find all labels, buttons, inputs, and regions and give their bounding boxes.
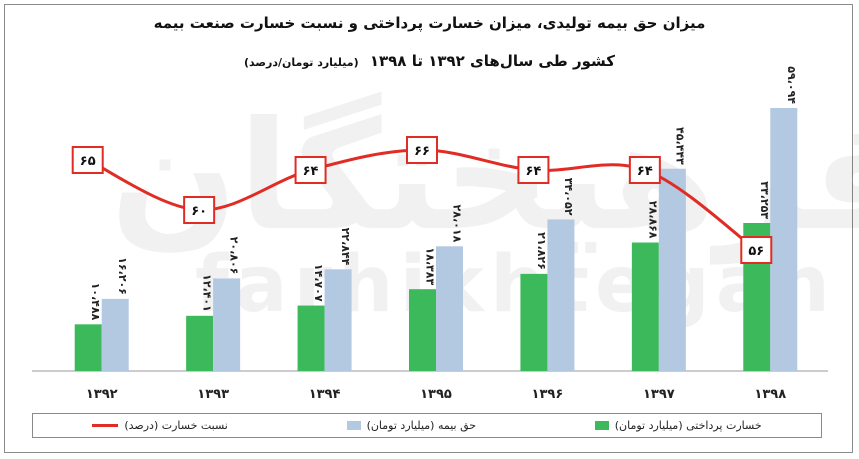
x-tick-label: ۱۳۹۸ xyxy=(754,387,786,402)
data-label-loss: ۱۸،۳۸۳ xyxy=(424,247,437,285)
data-label-premium: ۲۲،۸۴۴ xyxy=(339,228,352,266)
ratio-point-label: ۶۴ xyxy=(303,164,319,179)
data-label-loss: ۲۸،۸۶۸ xyxy=(646,201,659,239)
ratio-point-box xyxy=(406,136,438,164)
ratio-point-box xyxy=(517,156,550,184)
bar-premium xyxy=(101,298,129,371)
bar-loss xyxy=(520,273,548,371)
bar-loss xyxy=(186,315,214,371)
chart-subtitle: کشور طی سال‌های ۱۳۹۲ تا ۱۳۹۸ (میلیارد تو… xyxy=(0,52,859,70)
x-tick-label: ۱۳۹۳ xyxy=(197,387,229,402)
ratio-point-box xyxy=(740,236,773,264)
bar-loss xyxy=(631,242,659,371)
data-label-premium: ۵۹،۰۹۴ xyxy=(785,66,798,104)
legend-label-loss: خسارت پرداختی (میلیارد تومان) xyxy=(614,419,762,432)
data-label-premium: ۲۰،۸۰۶ xyxy=(228,237,241,275)
ratio-point-box xyxy=(71,146,104,174)
data-label-loss: ۱۰،۴۸۸ xyxy=(89,283,102,321)
chart-title: میزان حق بیمه تولیدی، میزان خسارت پرداخت… xyxy=(153,14,706,32)
bar-loss xyxy=(74,324,102,371)
bar-loss xyxy=(409,289,436,371)
data-label-premium: ۱۶،۲۰۶ xyxy=(116,257,129,295)
legend-swatch-loss xyxy=(594,421,609,430)
bar-premium xyxy=(770,108,798,371)
ratio-point-box xyxy=(183,196,216,224)
data-label-premium: ۳۴،۰۵۲ xyxy=(562,178,575,216)
legend-label-ratio: نسبت خسارت (درصد) xyxy=(124,419,228,432)
ratio-point-label: ۶۵ xyxy=(80,154,96,169)
x-tick-label: ۱۳۹۴ xyxy=(309,387,341,402)
chart-unit: (میلیارد تومان/درصد) xyxy=(244,56,359,69)
ratio-point-label: ۶۰ xyxy=(191,204,207,219)
data-label-loss: ۲۱،۸۲۶ xyxy=(535,232,548,270)
ratio-point-label: ۶۶ xyxy=(414,144,430,159)
bar-premium xyxy=(547,219,575,371)
legend-item-ratio: نسبت خسارت (درصد) xyxy=(92,419,228,432)
bar-premium xyxy=(324,269,352,371)
data-label-loss: ۳۳،۲۵۳ xyxy=(758,181,771,219)
ratio-point-label: ۶۴ xyxy=(525,164,541,179)
data-label-premium: ۲۸،۰۱۸ xyxy=(451,205,464,243)
x-tick-label: ۱۳۹۶ xyxy=(532,387,564,402)
chart-frame xyxy=(4,4,853,453)
legend-item-premium: حق بیمه (میلیارد تومان) xyxy=(346,419,477,432)
bar-premium xyxy=(436,246,463,371)
ratio-point-label: ۶۴ xyxy=(637,164,653,179)
data-label-premium: ۴۵،۴۴۳ xyxy=(673,127,686,165)
x-tick-label: ۱۳۹۲ xyxy=(86,387,118,402)
legend-swatch-ratio xyxy=(92,424,119,427)
chart-subtitle-text: کشور طی سال‌های ۱۳۹۲ تا ۱۳۹۸ xyxy=(369,52,615,70)
ratio-point-label: ۵۶ xyxy=(748,244,764,259)
bar-premium xyxy=(658,168,686,371)
data-label-loss: ۱۲،۴۰۱ xyxy=(201,274,214,312)
x-tick-label: ۱۳۹۷ xyxy=(643,387,675,402)
ratio-point-box xyxy=(294,156,327,184)
bar-loss xyxy=(297,305,325,371)
x-tick-label: ۱۳۹۵ xyxy=(420,387,452,402)
legend-swatch-premium xyxy=(346,421,361,430)
ratio-point-box xyxy=(628,156,661,184)
bar-premium xyxy=(213,278,241,371)
legend: خسارت پرداختی (میلیارد تومان) حق بیمه (م… xyxy=(32,413,822,438)
legend-label-premium: حق بیمه (میلیارد تومان) xyxy=(366,419,477,432)
legend-item-loss: خسارت پرداختی (میلیارد تومان) xyxy=(594,419,762,432)
data-label-loss: ۱۴،۷۰۷ xyxy=(312,264,325,302)
